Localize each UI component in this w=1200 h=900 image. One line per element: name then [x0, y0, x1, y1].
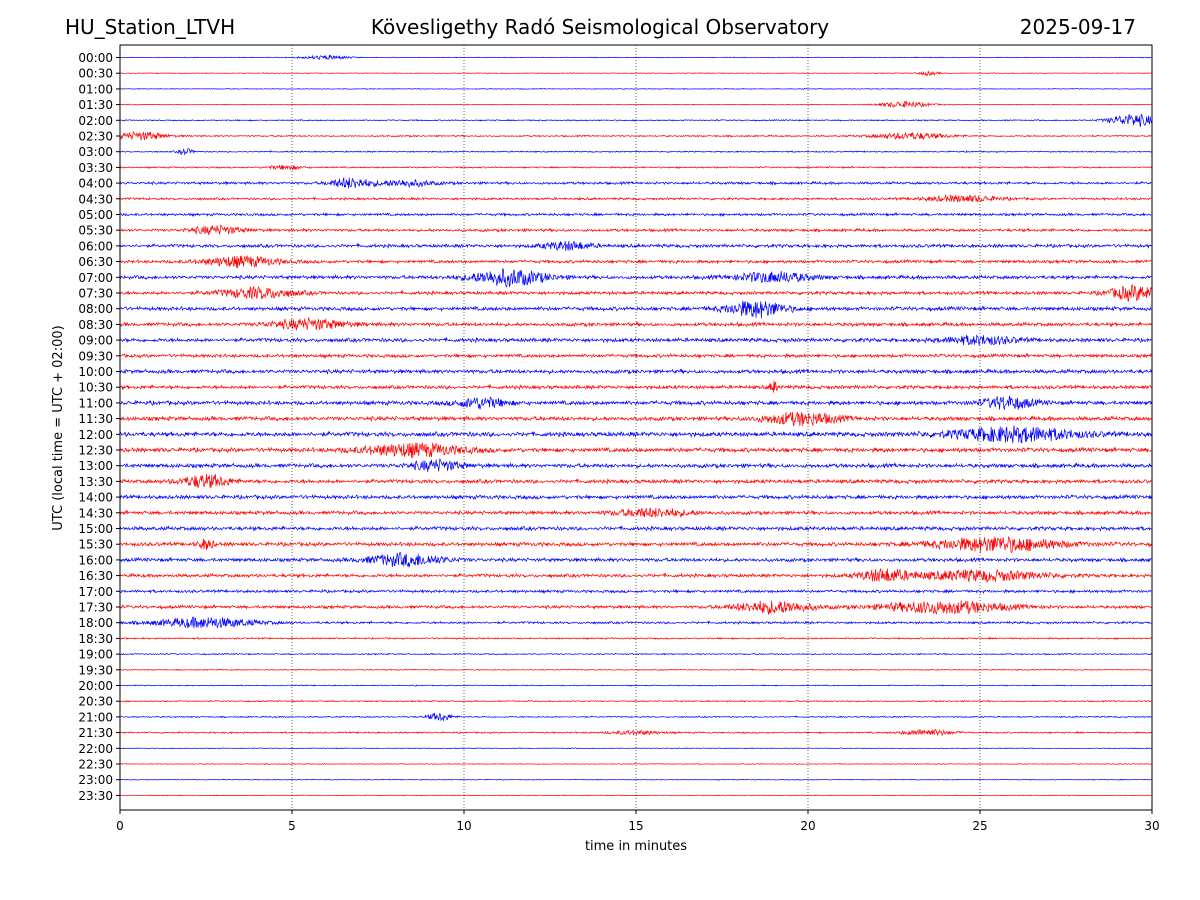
trace-1100	[119, 395, 1152, 410]
y-tick-label: 14:30	[78, 506, 113, 520]
y-tick-label: 12:30	[78, 444, 113, 458]
trace-0530	[119, 224, 1152, 236]
y-tick-label: 17:00	[78, 585, 113, 599]
y-tick-label: 18:30	[78, 632, 113, 646]
trace-1230	[119, 441, 1152, 459]
vertical-gridlines	[291, 45, 981, 810]
trace-1330	[119, 473, 1152, 489]
y-tick-label: 05:30	[78, 224, 113, 238]
x-axis-label: time in minutes	[585, 839, 687, 854]
trace-2000	[119, 684, 1152, 687]
trace-1000	[119, 368, 1152, 375]
y-tick-label: 04:30	[78, 192, 113, 206]
y-tick-label: 08:30	[78, 318, 113, 332]
trace-1800	[119, 616, 1152, 629]
trace-0930	[119, 352, 1152, 359]
y-tick-label: 01:30	[78, 98, 113, 112]
y-tick-label: 19:00	[78, 648, 113, 662]
trace-0700	[119, 267, 1152, 288]
y-tick-label: 07:30	[78, 287, 113, 301]
y-tick-label: 06:00	[78, 239, 113, 253]
y-tick-label: 09:00	[78, 334, 113, 348]
trace-1430	[119, 507, 1152, 519]
trace-2230	[119, 763, 1152, 765]
y-tick-label: 23:30	[78, 789, 113, 803]
trace-1600	[119, 551, 1152, 568]
y-tick-label: 02:00	[78, 114, 113, 128]
x-tick-label: 20	[800, 819, 815, 833]
trace-1200	[119, 425, 1152, 444]
y-tick-label: 10:00	[78, 365, 113, 379]
trace-0430	[119, 193, 1152, 203]
observatory-title: Kövesligethy Radó Seismological Observat…	[370, 15, 830, 39]
trace-0030	[119, 70, 1152, 76]
y-tick-label: 22:30	[78, 758, 113, 772]
y-axis-label: UTC (local time = UTC + 02:00)	[51, 325, 66, 530]
trace-1530	[119, 535, 1152, 554]
y-tick-label: 01:00	[78, 82, 113, 96]
y-tick-label: 00:30	[78, 67, 113, 81]
trace-0100	[119, 88, 1152, 90]
y-tick-label: 11:00	[78, 396, 113, 410]
y-tick-label: 23:00	[78, 773, 113, 787]
y-tick-label: 11:30	[78, 412, 113, 426]
y-tick-label: 02:30	[78, 130, 113, 144]
y-tick-label: 09:30	[78, 349, 113, 363]
y-tick-label: 22:00	[78, 742, 113, 756]
trace-2200	[119, 747, 1152, 750]
trace-0130	[119, 100, 1152, 108]
trace-2030	[119, 699, 1152, 703]
y-tick-label: 13:00	[78, 459, 113, 473]
y-tick-label: 19:30	[78, 663, 113, 677]
trace-1130	[119, 411, 1152, 427]
y-tick-label: 14:00	[78, 491, 113, 505]
station-name: HU_Station_LTVH	[65, 15, 236, 39]
y-tick-label: 00:00	[78, 51, 113, 65]
plot-date: 2025-09-17	[1019, 15, 1136, 39]
x-axis: 0 5 10 15 20 25 30	[116, 810, 1160, 833]
y-tick-label: 08:00	[78, 302, 113, 316]
y-tick-label: 06:30	[78, 255, 113, 269]
x-tick-label: 0	[116, 819, 124, 833]
y-tick-label: 20:30	[78, 695, 113, 709]
x-tick-label: 25	[972, 819, 987, 833]
y-tick-label: 21:30	[78, 726, 113, 740]
y-tick-label: 18:00	[78, 616, 113, 630]
y-tick-label: 21:00	[78, 710, 113, 724]
y-tick-label: 12:00	[78, 428, 113, 442]
y-tick-label: 05:00	[78, 208, 113, 222]
y-tick-label: 03:30	[78, 161, 113, 175]
trace-0500	[119, 211, 1152, 217]
trace-0300	[119, 148, 1152, 156]
trace-0330	[119, 164, 1152, 171]
y-tick-label: 16:30	[78, 569, 113, 583]
y-tick-label: 15:30	[78, 538, 113, 552]
trace-0730	[119, 284, 1152, 302]
x-tick-label: 15	[628, 819, 643, 833]
y-tick-label: 15:00	[78, 522, 113, 536]
y-tick-label: 20:00	[78, 679, 113, 693]
y-tick-label: 10:30	[78, 381, 113, 395]
trace-0400	[119, 176, 1152, 189]
trace-2300	[119, 778, 1152, 781]
x-tick-label: 5	[288, 819, 296, 833]
trace-group	[119, 54, 1152, 797]
y-tick-label: 16:00	[78, 553, 113, 567]
trace-2100	[119, 712, 1152, 722]
y-tick-label: 04:00	[78, 177, 113, 191]
y-tick-label: 13:30	[78, 475, 113, 489]
trace-0230	[119, 131, 1152, 141]
x-tick-label: 30	[1144, 819, 1159, 833]
y-tick-label: 07:00	[78, 271, 113, 285]
y-tick-label: 17:30	[78, 601, 113, 615]
y-tick-label: 03:00	[78, 145, 113, 159]
x-tick-label: 10	[456, 819, 471, 833]
trace-1830	[119, 636, 1152, 640]
trace-1400	[119, 493, 1152, 501]
